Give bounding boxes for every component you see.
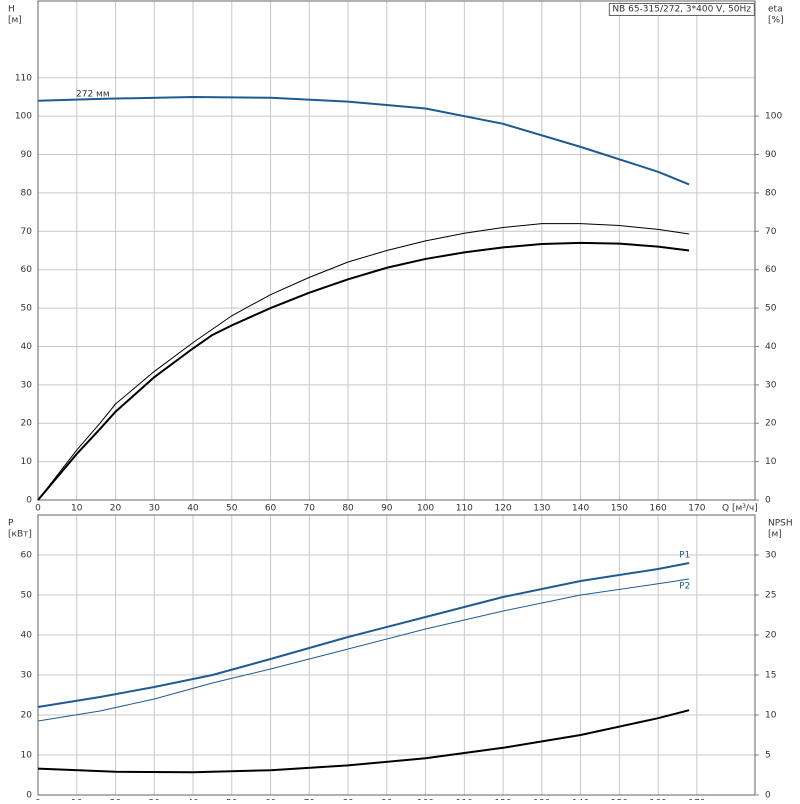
y-tick-label: 80 <box>21 188 33 198</box>
y2-tick-label: 70 <box>765 227 777 237</box>
y-tick-label: 0 <box>26 791 32 801</box>
series-line <box>37 241 690 501</box>
y-tick-label: 90 <box>21 150 33 160</box>
series-line <box>37 709 690 774</box>
x-tick-label: 160 <box>650 504 667 514</box>
y-tick-label: 60 <box>21 551 33 561</box>
y2-tick-label: 90 <box>765 150 777 160</box>
y2-tick-label: 100 <box>765 112 782 122</box>
y2-tick-label: 10 <box>765 457 777 467</box>
y2-tick-label: 80 <box>765 188 777 198</box>
y2-tick-label: 50 <box>765 304 777 314</box>
y2-tick-label: 40 <box>765 342 777 352</box>
x-tick-label: 130 <box>533 504 550 514</box>
y2-tick-label: 5 <box>765 751 771 761</box>
x-tick-label: 110 <box>456 504 473 514</box>
x-tick-label: 40 <box>187 504 199 514</box>
chart-title: NB 65-315/272, 3*400 V, 50Hz <box>612 5 751 15</box>
y-tick-label: 0 <box>26 496 32 506</box>
x-tick-label: 80 <box>342 504 354 514</box>
x-axis-label: Q [м³/ч] <box>722 504 758 514</box>
y-tick-label: 30 <box>21 671 33 681</box>
y2-axis-label: eta <box>768 5 783 15</box>
x-tick-label: 170 <box>688 504 705 514</box>
y2-tick-label: 10 <box>765 711 777 721</box>
x-tick-label: 10 <box>71 504 83 514</box>
x-tick-label: 120 <box>494 504 511 514</box>
y-tick-label: 10 <box>21 751 33 761</box>
y-axis-unit: [м] <box>8 16 22 26</box>
y-axis-label: P <box>8 519 14 529</box>
series-line <box>37 562 690 708</box>
y-tick-label: 20 <box>21 419 33 429</box>
x-tick-label: 100 <box>417 504 434 514</box>
y-tick-label: 110 <box>15 73 32 83</box>
y-axis-unit: [кВт] <box>8 530 32 540</box>
y2-tick-label: 0 <box>765 791 771 801</box>
y-tick-label: 40 <box>21 342 33 352</box>
y2-tick-label: 0 <box>765 496 771 506</box>
x-tick-label: 70 <box>304 504 316 514</box>
series-line <box>37 578 690 722</box>
y-tick-label: 50 <box>21 591 33 601</box>
x-tick-label: 30 <box>149 504 161 514</box>
plot-frame <box>37 514 756 796</box>
y-tick-label: 100 <box>15 112 32 122</box>
plot-frame <box>37 0 756 501</box>
y2-tick-label: 20 <box>765 419 777 429</box>
y2-tick-label: 20 <box>765 631 777 641</box>
y-tick-label: 60 <box>21 265 33 275</box>
x-tick-label: 0 <box>35 504 41 514</box>
y2-tick-label: 60 <box>765 265 777 275</box>
title-box <box>608 3 755 16</box>
y-tick-label: 10 <box>21 457 33 467</box>
y-tick-label: 20 <box>21 711 33 721</box>
y-tick-label: 70 <box>21 227 33 237</box>
x-tick-label: 50 <box>226 504 238 514</box>
y-axis-label: H <box>8 5 15 15</box>
y2-axis-unit: [%] <box>768 16 784 26</box>
series-label: P1 <box>679 551 690 561</box>
series-label: P2 <box>679 582 690 592</box>
y2-tick-label: 30 <box>765 380 777 390</box>
y2-tick-label: 30 <box>765 551 777 561</box>
x-tick-label: 60 <box>265 504 277 514</box>
x-tick-label: 90 <box>381 504 393 514</box>
y2-axis-unit: [м] <box>768 530 782 540</box>
y2-axis-label: NPSH <box>768 519 793 529</box>
x-tick-label: 140 <box>572 504 589 514</box>
series-line <box>37 95 690 186</box>
y2-tick-label: 15 <box>765 671 776 681</box>
y-tick-label: 50 <box>21 304 33 314</box>
y-tick-label: 40 <box>21 631 33 641</box>
y2-tick-label: 25 <box>765 591 776 601</box>
x-tick-label: 20 <box>110 504 122 514</box>
series-line <box>37 223 690 501</box>
annotation: 272 мм <box>76 89 110 99</box>
y-tick-label: 30 <box>21 380 33 390</box>
x-tick-label: 150 <box>611 504 628 514</box>
